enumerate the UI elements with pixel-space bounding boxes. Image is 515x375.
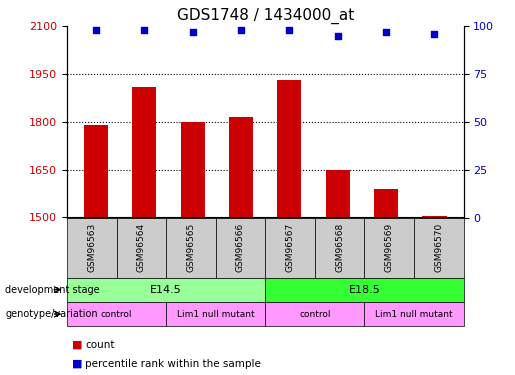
Text: Lim1 null mutant: Lim1 null mutant	[177, 310, 254, 319]
Text: E18.5: E18.5	[349, 285, 380, 295]
Text: GSM96569: GSM96569	[385, 223, 393, 272]
Text: count: count	[85, 340, 114, 350]
Bar	[374, 189, 398, 218]
Bar	[229, 117, 253, 218]
Text: ■: ■	[72, 359, 82, 369]
Text: E14.5: E14.5	[150, 285, 182, 295]
Point	[285, 27, 294, 33]
Point	[92, 27, 100, 33]
Point	[431, 31, 439, 37]
Text: GSM96570: GSM96570	[434, 223, 443, 272]
Text: genotype/variation: genotype/variation	[5, 309, 98, 319]
Text: control: control	[101, 310, 132, 319]
Bar	[325, 170, 350, 217]
Point	[188, 29, 197, 35]
Text: Lim1 null mutant: Lim1 null mutant	[375, 310, 453, 319]
Point	[382, 29, 390, 35]
Title: GDS1748 / 1434000_at: GDS1748 / 1434000_at	[177, 7, 354, 24]
Point	[237, 27, 245, 33]
Text: control: control	[299, 310, 331, 319]
Text: GSM96567: GSM96567	[285, 223, 295, 272]
Text: GSM96563: GSM96563	[87, 223, 96, 272]
Bar	[84, 125, 108, 217]
Text: ■: ■	[72, 340, 82, 350]
Bar	[181, 122, 205, 218]
Bar	[132, 87, 157, 218]
Text: percentile rank within the sample: percentile rank within the sample	[85, 359, 261, 369]
Text: GSM96565: GSM96565	[186, 223, 195, 272]
Bar	[422, 216, 447, 217]
Text: development stage: development stage	[5, 285, 100, 295]
Bar	[277, 80, 301, 218]
Point	[140, 27, 148, 33]
Point	[334, 33, 342, 39]
Text: GSM96564: GSM96564	[137, 223, 146, 272]
Text: GSM96568: GSM96568	[335, 223, 344, 272]
Text: GSM96566: GSM96566	[236, 223, 245, 272]
